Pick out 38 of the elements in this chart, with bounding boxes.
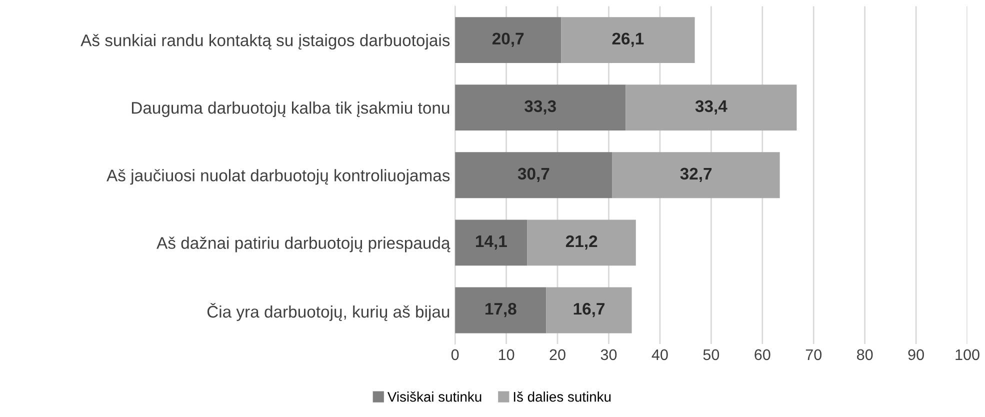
y-tick-label: Čia yra darbuotojų, kurių aš bijau xyxy=(207,302,450,322)
bar xyxy=(612,152,780,198)
bar xyxy=(546,287,632,334)
x-tick-label: 30 xyxy=(600,349,617,360)
y-tick-label: Aš jaučiuosi nuolat darbuotojų kontroliuojamas xyxy=(106,169,450,185)
data-label: 26,1 xyxy=(612,32,644,47)
data-label: 16,7 xyxy=(574,302,604,318)
data-label: 33,4 xyxy=(695,100,728,114)
bar xyxy=(455,84,626,131)
x-tick-label: 80 xyxy=(857,349,873,360)
data-label: 14,1 xyxy=(476,236,507,250)
bar xyxy=(626,84,797,131)
data-label: 17,8 xyxy=(485,302,516,318)
bar xyxy=(561,17,695,63)
bar xyxy=(455,152,612,198)
x-tick-label: 10 xyxy=(498,349,514,360)
x-tick-label: 90 xyxy=(908,349,924,360)
legend-label: Visiškai sutinku xyxy=(387,392,482,402)
x-tick-label: 70 xyxy=(806,349,822,360)
x-tick-label: 0 xyxy=(451,349,459,360)
y-tick-label: Dauguma darbuotojų kalba tik įsakmiu tonu xyxy=(132,102,450,118)
legend-label: Iš dalies sutinku xyxy=(514,392,611,402)
data-label: 32,7 xyxy=(680,168,712,182)
y-tick-label: Aš dažnai patiriu darbuotojų priespaudą xyxy=(156,236,450,252)
y-tick-label: Aš sunkiai randu kontaktą su įstaigos darbuotojais xyxy=(80,34,450,50)
bar xyxy=(455,287,546,334)
x-tick-label: 40 xyxy=(652,349,668,360)
data-label: 20,7 xyxy=(492,32,524,47)
x-tick-label: 50 xyxy=(703,349,720,360)
bar xyxy=(455,220,528,266)
x-tick-label: 20 xyxy=(550,349,566,360)
x-tick-label: 60 xyxy=(754,349,770,360)
data-label: 33,3 xyxy=(524,100,556,114)
x-tick-label: 100 xyxy=(956,349,980,360)
data-label: 30,7 xyxy=(518,168,550,182)
bar xyxy=(455,17,562,63)
bar xyxy=(527,220,636,266)
data-label: 21,2 xyxy=(566,235,598,250)
